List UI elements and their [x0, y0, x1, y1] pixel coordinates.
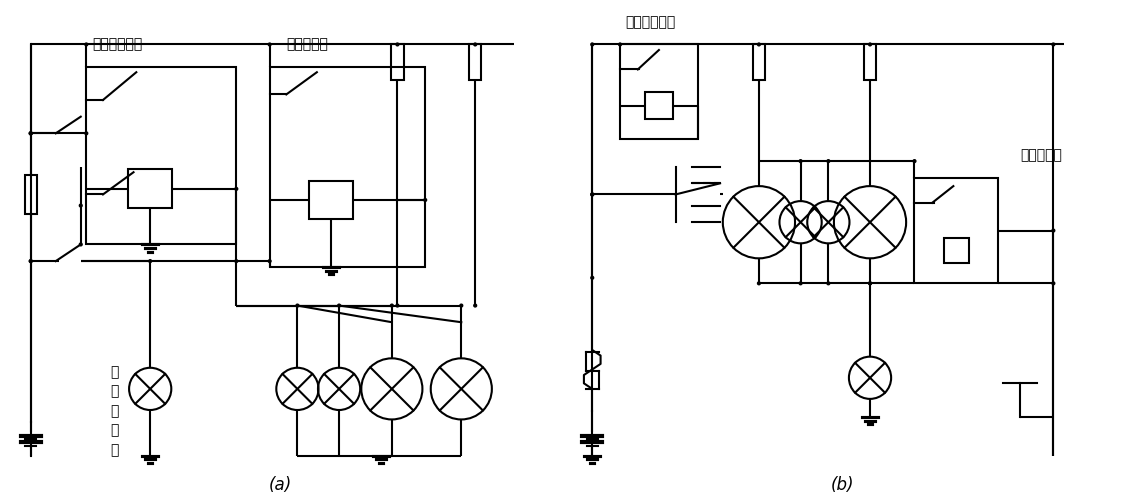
Circle shape: [1052, 282, 1054, 284]
Text: 光: 光: [110, 384, 118, 398]
Circle shape: [591, 193, 594, 196]
Bar: [391, 44, 403, 80]
Bar: [469, 44, 482, 80]
Circle shape: [85, 43, 88, 46]
Circle shape: [268, 260, 271, 262]
Circle shape: [868, 282, 871, 284]
Circle shape: [460, 304, 463, 307]
Bar: [620, 44, 697, 139]
Circle shape: [474, 43, 476, 46]
Circle shape: [423, 198, 427, 202]
Circle shape: [913, 160, 916, 162]
Circle shape: [268, 43, 271, 46]
Text: 变光继电器: 变光继电器: [286, 38, 328, 52]
Circle shape: [868, 43, 871, 46]
Circle shape: [758, 282, 760, 284]
Text: 示: 示: [110, 424, 118, 438]
Circle shape: [235, 188, 238, 190]
Circle shape: [29, 260, 33, 262]
Circle shape: [1052, 229, 1054, 232]
Text: 灯: 灯: [110, 443, 118, 457]
Circle shape: [591, 193, 594, 196]
Bar: [309, 180, 353, 220]
Circle shape: [800, 282, 802, 284]
Circle shape: [591, 276, 594, 279]
Bar: [86, 66, 236, 244]
Circle shape: [396, 43, 399, 46]
Circle shape: [29, 132, 33, 134]
Text: 变光继电器: 变光继电器: [1020, 148, 1062, 162]
Circle shape: [391, 304, 393, 307]
Circle shape: [29, 132, 33, 134]
Circle shape: [619, 43, 621, 46]
Bar: [864, 44, 876, 80]
Circle shape: [1052, 43, 1054, 46]
Bar: [914, 178, 998, 284]
Text: 远: 远: [110, 365, 118, 379]
Circle shape: [338, 304, 340, 307]
Bar: [943, 238, 969, 262]
Bar: [25, 175, 37, 214]
Text: 指: 指: [110, 404, 118, 418]
Bar: [752, 44, 765, 80]
Circle shape: [868, 282, 871, 284]
Circle shape: [149, 260, 152, 262]
Circle shape: [591, 43, 594, 46]
Circle shape: [827, 282, 830, 284]
Circle shape: [235, 260, 238, 262]
Circle shape: [85, 132, 88, 134]
Text: 前照灯继电器: 前照灯继电器: [92, 38, 143, 52]
Circle shape: [29, 260, 33, 262]
Text: (b): (b): [831, 476, 853, 494]
Circle shape: [474, 304, 476, 307]
Circle shape: [80, 204, 82, 207]
Circle shape: [827, 160, 830, 162]
Text: (a): (a): [270, 476, 292, 494]
Circle shape: [80, 243, 82, 246]
Text: 前照灯继电器: 前照灯继电器: [626, 15, 676, 29]
Circle shape: [296, 304, 299, 307]
Bar: [645, 92, 673, 120]
Circle shape: [758, 43, 760, 46]
Circle shape: [396, 304, 399, 307]
Circle shape: [800, 160, 802, 162]
Bar: [128, 170, 173, 208]
Circle shape: [29, 132, 33, 134]
Bar: [270, 66, 426, 266]
